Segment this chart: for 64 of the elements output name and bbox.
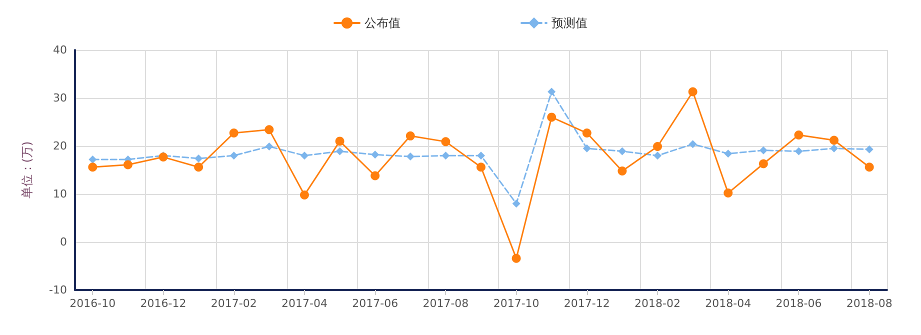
point xyxy=(264,125,274,134)
point xyxy=(618,147,626,156)
legend-label: 公布值 xyxy=(364,16,400,30)
point xyxy=(335,136,344,146)
point xyxy=(794,130,804,140)
x-tick-label: 2017-12 xyxy=(564,297,610,310)
y-tick-label: 20 xyxy=(53,140,67,152)
point xyxy=(300,190,309,200)
point xyxy=(406,131,415,140)
point xyxy=(441,137,450,146)
point xyxy=(476,162,486,172)
point xyxy=(512,200,520,208)
legend-label: 预测值 xyxy=(552,16,588,30)
x-tick-label: 2018-02 xyxy=(634,297,681,310)
point xyxy=(724,188,733,198)
point xyxy=(865,145,874,154)
x-tick-label: 2016-12 xyxy=(140,297,186,310)
point xyxy=(371,150,380,159)
y-tick-label: 0 xyxy=(60,236,67,248)
point xyxy=(88,162,98,172)
point xyxy=(794,147,803,156)
point xyxy=(547,112,556,122)
x-tick-label: 2017-02 xyxy=(210,297,257,310)
point xyxy=(618,166,627,176)
x-tick-label: 2017-06 xyxy=(352,297,398,310)
x-tick-label: 2017-08 xyxy=(422,297,469,310)
x-tick-label: 2018-04 xyxy=(705,297,752,310)
x-tick-label: 2018-08 xyxy=(846,297,892,310)
point xyxy=(688,87,698,96)
y-tick-label: 40 xyxy=(53,44,67,56)
point xyxy=(864,162,874,172)
point xyxy=(548,88,556,96)
point xyxy=(230,152,238,160)
point xyxy=(653,142,662,151)
point xyxy=(194,162,204,172)
point xyxy=(582,144,591,152)
point xyxy=(582,128,592,138)
y-tick-label: -10 xyxy=(49,284,67,296)
point xyxy=(442,152,450,160)
point xyxy=(830,144,838,152)
point xyxy=(229,128,238,138)
y-tick-label: 10 xyxy=(53,188,67,200)
point xyxy=(265,142,274,150)
point xyxy=(477,152,485,160)
point xyxy=(123,160,132,170)
point xyxy=(688,140,697,148)
point xyxy=(724,150,732,158)
x-tick-label: 2017-10 xyxy=(493,297,540,310)
point xyxy=(759,146,768,154)
point xyxy=(654,152,662,160)
x-tick-label: 2016-10 xyxy=(70,297,116,310)
point xyxy=(194,154,203,162)
y-axis-title: 单位：(万) xyxy=(20,141,34,199)
point xyxy=(88,155,97,164)
point xyxy=(512,254,521,263)
y-tick-label: 30 xyxy=(53,92,67,104)
point xyxy=(300,152,308,160)
point xyxy=(830,136,839,145)
point xyxy=(758,159,768,168)
x-tick-label: 2017-04 xyxy=(281,297,328,310)
point xyxy=(370,171,380,180)
point xyxy=(336,147,344,156)
point xyxy=(406,152,414,161)
x-tick-label: 2018-06 xyxy=(776,297,822,310)
